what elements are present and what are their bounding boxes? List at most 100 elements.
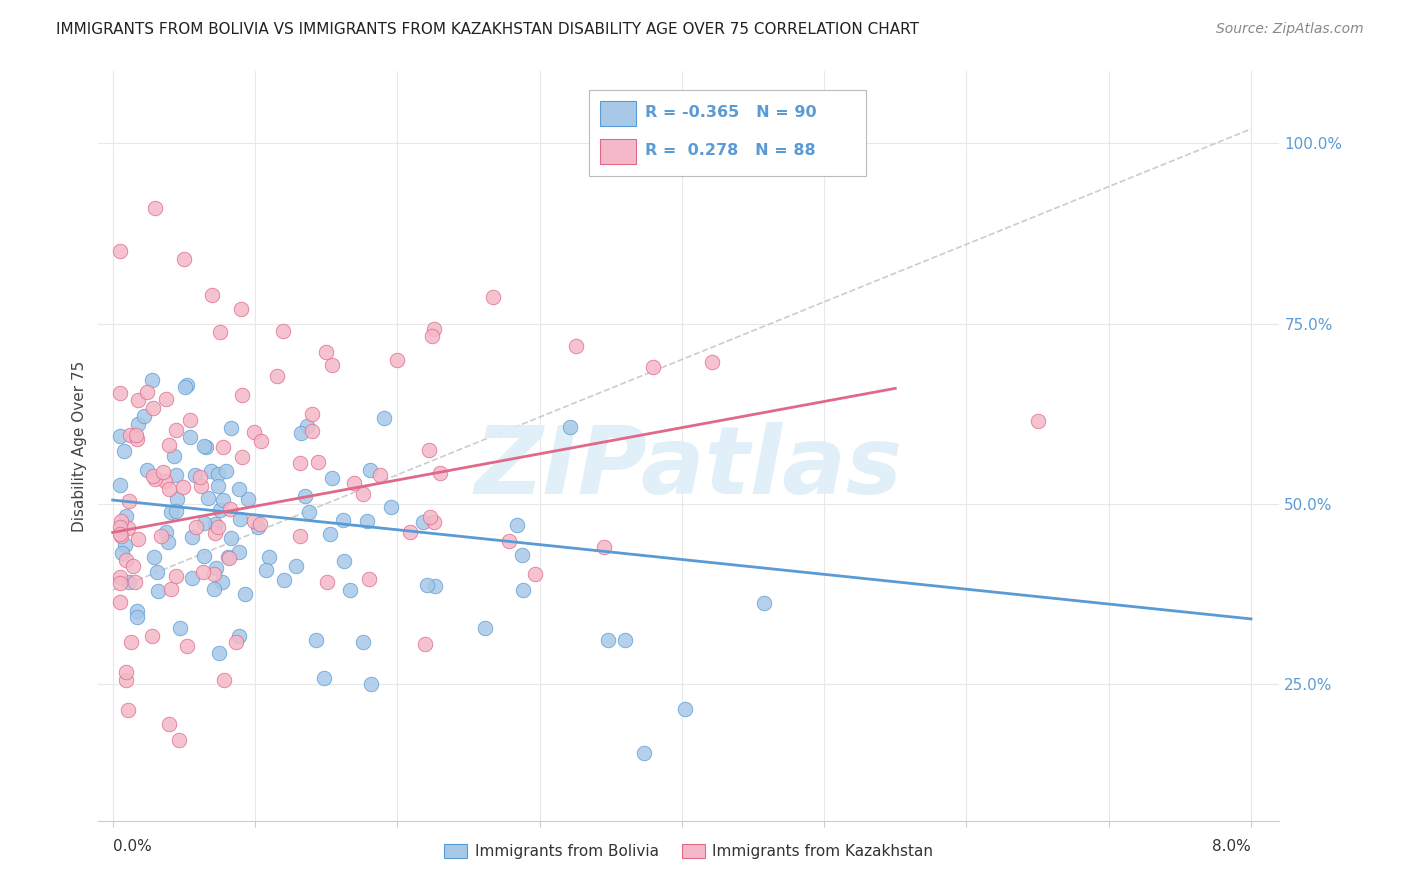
Point [273,324,295,338]
Legend: Immigrants from Bolivia, Immigrants from Kazakhstan: Immigrants from Bolivia, Immigrants from… [439,838,939,865]
Point [301,407,323,421]
Point [118,574,141,589]
Point [702,355,724,369]
Point [165,504,187,518]
Point [120,634,142,648]
Point [176,378,198,392]
Point [153,474,176,488]
Point [180,571,202,585]
Point [114,538,136,552]
Point [127,532,149,546]
Point [195,440,218,454]
Point [208,646,231,660]
Point [321,358,343,372]
Point [191,566,214,580]
Point [423,322,446,336]
Point [215,464,238,478]
Point [290,529,312,543]
Y-axis label: Disability Age Over 75: Disability Age Over 75 [72,360,87,532]
Point [273,573,295,587]
Point [423,579,446,593]
Bar [600,139,636,163]
Point [212,440,235,454]
Point [343,476,366,491]
Point [193,439,215,453]
Bar [600,102,636,126]
Point [142,550,165,565]
Point [359,572,381,586]
Point [166,491,188,506]
Point [415,637,437,651]
Point [183,468,205,483]
Text: ZIPatlas: ZIPatlas [475,423,903,515]
Point [219,421,242,435]
Point [142,401,165,416]
Point [429,466,451,480]
Point [110,515,132,529]
Point [564,339,586,353]
Point [482,291,505,305]
Point [416,578,439,592]
Point [143,201,166,215]
Point [225,635,247,649]
Point [228,512,250,526]
Point [172,480,194,494]
Point [120,428,142,442]
Point [127,417,149,431]
Point [420,329,443,343]
Point [259,549,281,564]
Point [412,515,434,529]
Point [380,500,402,515]
Point [228,545,250,559]
FancyBboxPatch shape [589,90,866,177]
Point [613,632,636,647]
Point [474,621,496,635]
Point [238,492,260,507]
Point [352,487,374,501]
Text: IMMIGRANTS FROM BOLIVIA VS IMMIGRANTS FROM KAZAKHSTAN DISABILITY AGE OVER 75 COR: IMMIGRANTS FROM BOLIVIA VS IMMIGRANTS FR… [56,22,920,37]
Point [305,632,328,647]
Point [596,632,619,647]
Point [218,551,240,566]
Point [122,559,145,574]
Point [179,413,201,427]
Point [143,472,166,486]
Point [332,513,354,527]
Point [633,746,655,760]
Point [108,478,131,492]
Point [141,373,163,387]
Point [512,582,534,597]
Point [141,629,163,643]
Point [221,531,243,545]
Point [315,575,337,590]
Text: 0.0%: 0.0% [112,839,152,855]
Point [188,469,211,483]
Point [228,483,250,497]
Point [294,489,316,503]
Point [219,502,242,516]
Point [321,471,343,485]
Point [125,603,148,617]
Point [132,409,155,424]
Point [209,325,232,339]
Point [115,553,138,567]
Point [356,514,378,528]
Point [228,629,250,643]
Point [157,482,180,496]
Point [202,567,225,582]
Point [231,388,253,402]
Point [368,467,391,482]
Point [176,639,198,653]
Point [200,464,222,478]
Point [115,508,138,523]
Point [229,302,252,317]
Point [373,411,395,425]
Point [110,575,132,590]
Point [166,423,188,437]
Point [108,520,131,534]
Point [201,287,224,301]
Point [243,425,266,439]
Point [204,561,226,575]
Point [115,665,138,679]
Point [254,563,277,577]
